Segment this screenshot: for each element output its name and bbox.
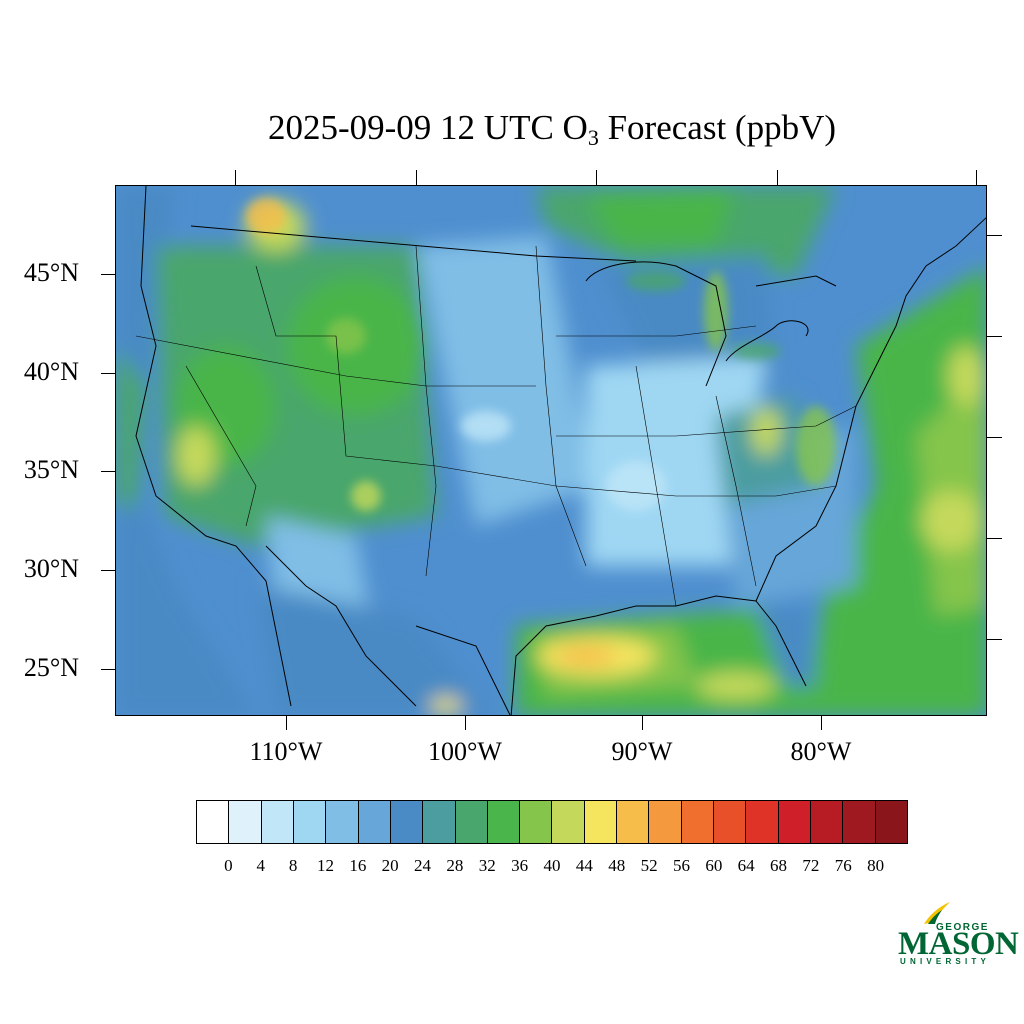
colorbar-swatch (584, 801, 618, 843)
colorbar-swatch (617, 801, 650, 843)
colorbar-tick-label: 56 (672, 856, 690, 875)
colorbar-tick-label: 16 (349, 856, 367, 875)
colorbar-tick-label: 8 (288, 856, 298, 875)
colorbar-tick-label: 76 (834, 856, 852, 875)
colorbar-swatch (423, 801, 456, 843)
colorbar-swatch (455, 801, 488, 843)
colorbar-tick-label: 40 (543, 856, 561, 875)
map-canvas (116, 186, 986, 715)
right-tick (987, 235, 1002, 236)
colorbar-swatch (875, 801, 907, 843)
left-tick (101, 274, 115, 275)
right-tick (987, 639, 1002, 640)
colorbar (196, 800, 908, 844)
lon-label-100w: 100°W (428, 737, 502, 766)
lat-label-25n: 25°N (23, 653, 79, 682)
colorbar-swatch (681, 801, 714, 843)
left-tick (101, 373, 115, 374)
bottom-tick (821, 716, 822, 730)
colorbar-swatch (520, 801, 553, 843)
logo-flame-icon (924, 902, 950, 924)
colorbar-tick-label: 12 (316, 856, 334, 875)
right-tick (987, 336, 1002, 337)
bottom-tick (286, 716, 287, 730)
logo-line3: UNIVERSITY (900, 957, 991, 966)
title-prefix: 2025-09-09 12 UTC O (268, 108, 588, 147)
colorbar-swatch (778, 801, 811, 843)
lat-label-30n: 30°N (23, 554, 79, 583)
top-tick (416, 170, 417, 185)
title-subscript: 3 (587, 125, 599, 150)
colorbar-tick-label: 44 (575, 856, 593, 875)
colorbar-tick-label: 64 (737, 856, 755, 875)
top-tick (976, 170, 977, 185)
colorbar-tick-label: 4 (256, 856, 265, 875)
logo-line1: GEORGE (936, 922, 989, 933)
right-tick (987, 538, 1002, 539)
left-tick (101, 669, 115, 670)
colorbar-tick-label: 48 (608, 856, 626, 875)
lon-label-110w: 110°W (249, 737, 323, 766)
george-mason-logo: GEORGE MASON UNIVERSITY (898, 900, 1019, 970)
colorbar-swatch (843, 801, 876, 843)
colorbar-tick-label: 80 (867, 856, 885, 875)
colorbar-swatch (390, 801, 424, 843)
colorbar-tick-label: 0 (224, 856, 233, 875)
colorbar-tick-label: 72 (802, 856, 820, 875)
colorbar-swatch (649, 801, 682, 843)
colorbar-swatch (746, 801, 779, 843)
colorbar-tick-label: 68 (770, 856, 788, 875)
top-tick (235, 170, 236, 185)
boundary-lines (135, 186, 986, 715)
colorbar-tick-label: 36 (511, 856, 529, 875)
colorbar-tick-label: 32 (478, 856, 496, 875)
colorbar-tick-label: 28 (446, 856, 464, 875)
lat-label-40n: 40°N (23, 357, 79, 386)
colorbar-tick-label: 52 (640, 856, 658, 875)
colorbar-swatch (358, 801, 391, 843)
ozone-field-smooth (116, 186, 986, 715)
right-tick (987, 437, 1002, 438)
colorbar-swatch (229, 801, 262, 843)
lon-label-80w: 80°W (790, 737, 852, 766)
left-tick (101, 570, 115, 571)
colorbar-swatch (261, 801, 294, 843)
left-tick (101, 471, 115, 472)
colorbar-swatch (714, 801, 747, 843)
lat-label-35n: 35°N (23, 455, 79, 484)
top-tick (596, 170, 597, 185)
colorbar-swatch (487, 801, 521, 843)
colorbar-swatch (197, 801, 230, 843)
map-title: 2025-09-09 12 UTC O3 Forecast (ppbV) (0, 108, 1024, 151)
top-tick (777, 170, 778, 185)
colorbar-swatch (326, 801, 359, 843)
bottom-tick (465, 716, 466, 730)
lon-label-90w: 90°W (611, 737, 673, 766)
bottom-tick (642, 716, 643, 730)
colorbar-tick-label: 60 (705, 856, 723, 875)
colorbar-tick-label: 20 (381, 856, 399, 875)
colorbar-swatch (293, 801, 327, 843)
colorbar-tick-label: 24 (414, 856, 432, 875)
ozone-forecast-map (115, 185, 987, 716)
lat-label-45n: 45°N (23, 258, 79, 287)
ozone-field-detail (246, 198, 836, 511)
title-suffix: Forecast (ppbV) (598, 108, 836, 147)
colorbar-swatch (552, 801, 585, 843)
colorbar-swatch (810, 801, 844, 843)
logo-line2: MASON (898, 926, 1019, 962)
